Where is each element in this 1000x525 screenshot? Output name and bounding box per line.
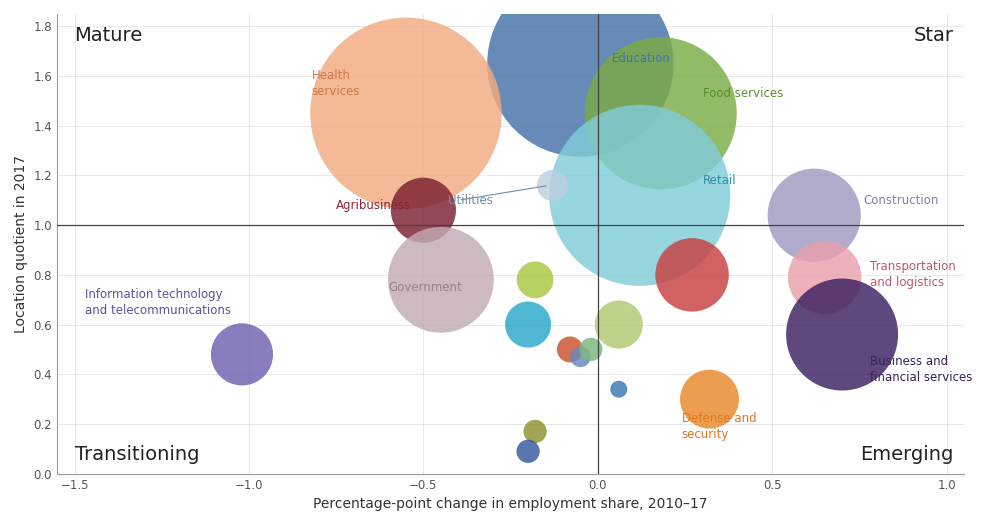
Text: Government: Government [389,281,462,294]
Text: Information technology
and telecommunications: Information technology and telecommunica… [85,288,231,317]
Text: Education: Education [612,52,671,65]
Text: Transitioning: Transitioning [75,445,199,464]
Point [572,59,588,68]
Point [702,395,718,403]
Point [817,273,833,281]
Point [653,109,669,118]
Point [433,276,449,284]
Text: Construction: Construction [863,194,938,207]
Point [611,320,627,329]
Text: Retail: Retail [703,174,736,187]
Y-axis label: Location quotient in 2017: Location quotient in 2017 [14,155,28,333]
Point [527,427,543,436]
Text: Defense and
security: Defense and security [682,412,756,441]
Point [398,109,414,118]
Point [806,211,822,219]
Point [527,276,543,284]
Point [520,447,536,456]
Point [834,330,850,339]
Point [583,345,599,354]
Text: Star: Star [914,26,954,45]
Text: Utilities: Utilities [448,194,493,207]
Point [415,206,431,214]
Point [684,271,700,279]
Point [611,385,627,393]
Point [632,191,648,200]
Point [545,181,561,190]
Text: Agribusiness: Agribusiness [336,199,412,212]
Text: Mature: Mature [75,26,143,45]
Point [520,320,536,329]
Point [562,345,578,354]
Text: Business and
financial services: Business and financial services [870,355,972,384]
Text: Transportation
and logistics: Transportation and logistics [870,260,956,289]
Text: Health
services: Health services [312,69,360,98]
Point [234,350,250,359]
X-axis label: Percentage-point change in employment share, 2010–17: Percentage-point change in employment sh… [313,497,708,511]
Text: Emerging: Emerging [860,445,954,464]
Text: Food services: Food services [703,87,783,100]
Point [572,353,588,361]
